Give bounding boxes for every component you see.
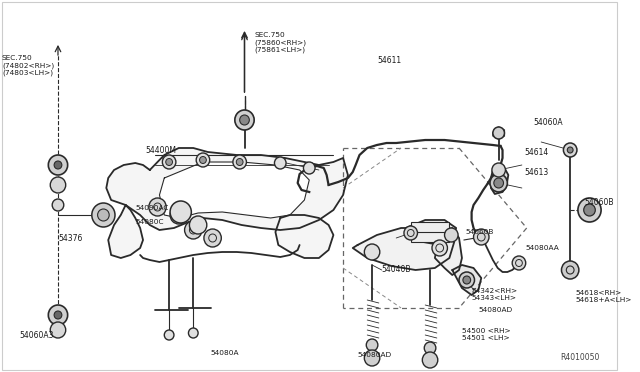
Text: 54614: 54614	[525, 148, 549, 157]
Text: 54080AD: 54080AD	[358, 352, 392, 358]
Circle shape	[188, 328, 198, 338]
Circle shape	[584, 204, 595, 216]
Circle shape	[163, 155, 176, 169]
Circle shape	[239, 115, 250, 125]
Circle shape	[422, 352, 438, 368]
Bar	[411, 222, 449, 242]
Circle shape	[92, 203, 115, 227]
Text: 54040B: 54040B	[381, 266, 412, 275]
Text: 54611: 54611	[377, 55, 401, 64]
Text: 54500 <RH>
54501 <LH>: 54500 <RH> 54501 <LH>	[462, 328, 511, 341]
Circle shape	[567, 147, 573, 153]
Circle shape	[459, 272, 474, 288]
Text: 54080AD: 54080AD	[478, 307, 513, 313]
Circle shape	[52, 199, 64, 211]
Circle shape	[54, 311, 62, 319]
Polygon shape	[108, 205, 143, 258]
Circle shape	[578, 198, 601, 222]
Circle shape	[561, 261, 579, 279]
Circle shape	[432, 240, 447, 256]
Text: 54060A: 54060A	[534, 118, 563, 126]
Text: 54090AC: 54090AC	[135, 205, 169, 211]
Circle shape	[51, 322, 66, 338]
Text: 54080AA: 54080AA	[525, 245, 559, 251]
Circle shape	[494, 178, 504, 188]
Text: SEC.750
(75860<RH>)
(75861<LH>): SEC.750 (75860<RH>) (75861<LH>)	[254, 32, 307, 53]
Circle shape	[490, 174, 508, 192]
Text: 54400M: 54400M	[145, 146, 176, 155]
Text: 54080A: 54080A	[211, 350, 239, 356]
Circle shape	[364, 244, 380, 260]
Polygon shape	[353, 228, 454, 270]
Circle shape	[200, 157, 206, 164]
Text: 54060A3: 54060A3	[19, 330, 54, 340]
Circle shape	[49, 155, 68, 175]
Text: 54376: 54376	[58, 234, 83, 243]
Polygon shape	[275, 215, 333, 258]
Circle shape	[196, 153, 210, 167]
Circle shape	[49, 305, 68, 325]
Circle shape	[149, 198, 166, 216]
Circle shape	[166, 158, 173, 166]
Polygon shape	[406, 220, 456, 245]
Circle shape	[189, 216, 207, 234]
Circle shape	[170, 206, 188, 224]
Polygon shape	[493, 127, 504, 139]
Text: 54060B: 54060B	[466, 229, 494, 235]
Circle shape	[303, 162, 315, 174]
Circle shape	[366, 339, 378, 351]
Circle shape	[364, 350, 380, 366]
Polygon shape	[452, 265, 481, 295]
Circle shape	[184, 221, 202, 239]
Polygon shape	[159, 162, 309, 218]
Circle shape	[424, 342, 436, 354]
Circle shape	[512, 256, 525, 270]
Circle shape	[474, 229, 489, 245]
Polygon shape	[106, 148, 348, 230]
Circle shape	[563, 143, 577, 157]
Text: 54080C: 54080C	[135, 219, 164, 225]
Circle shape	[233, 155, 246, 169]
Circle shape	[463, 276, 470, 284]
Circle shape	[54, 161, 62, 169]
Text: R4010050: R4010050	[560, 353, 599, 362]
Circle shape	[164, 330, 174, 340]
Circle shape	[275, 157, 286, 169]
Text: 54342<RH>
54343<LH>: 54342<RH> 54343<LH>	[472, 288, 518, 301]
Circle shape	[492, 163, 506, 177]
Circle shape	[98, 209, 109, 221]
Circle shape	[170, 201, 191, 223]
Text: 54613: 54613	[525, 167, 549, 176]
Circle shape	[493, 127, 504, 139]
Polygon shape	[435, 228, 462, 275]
Circle shape	[235, 110, 254, 130]
Text: SEC.750
(74802<RH>)
(74803<LH>): SEC.750 (74802<RH>) (74803<LH>)	[2, 55, 54, 76]
Circle shape	[51, 177, 66, 193]
Text: 54060B: 54060B	[585, 198, 614, 206]
Polygon shape	[491, 168, 508, 194]
Circle shape	[445, 228, 458, 242]
Circle shape	[204, 229, 221, 247]
Circle shape	[236, 158, 243, 166]
Circle shape	[404, 226, 417, 240]
Text: 54618<RH>
54618+A<LH>: 54618<RH> 54618+A<LH>	[575, 290, 632, 303]
